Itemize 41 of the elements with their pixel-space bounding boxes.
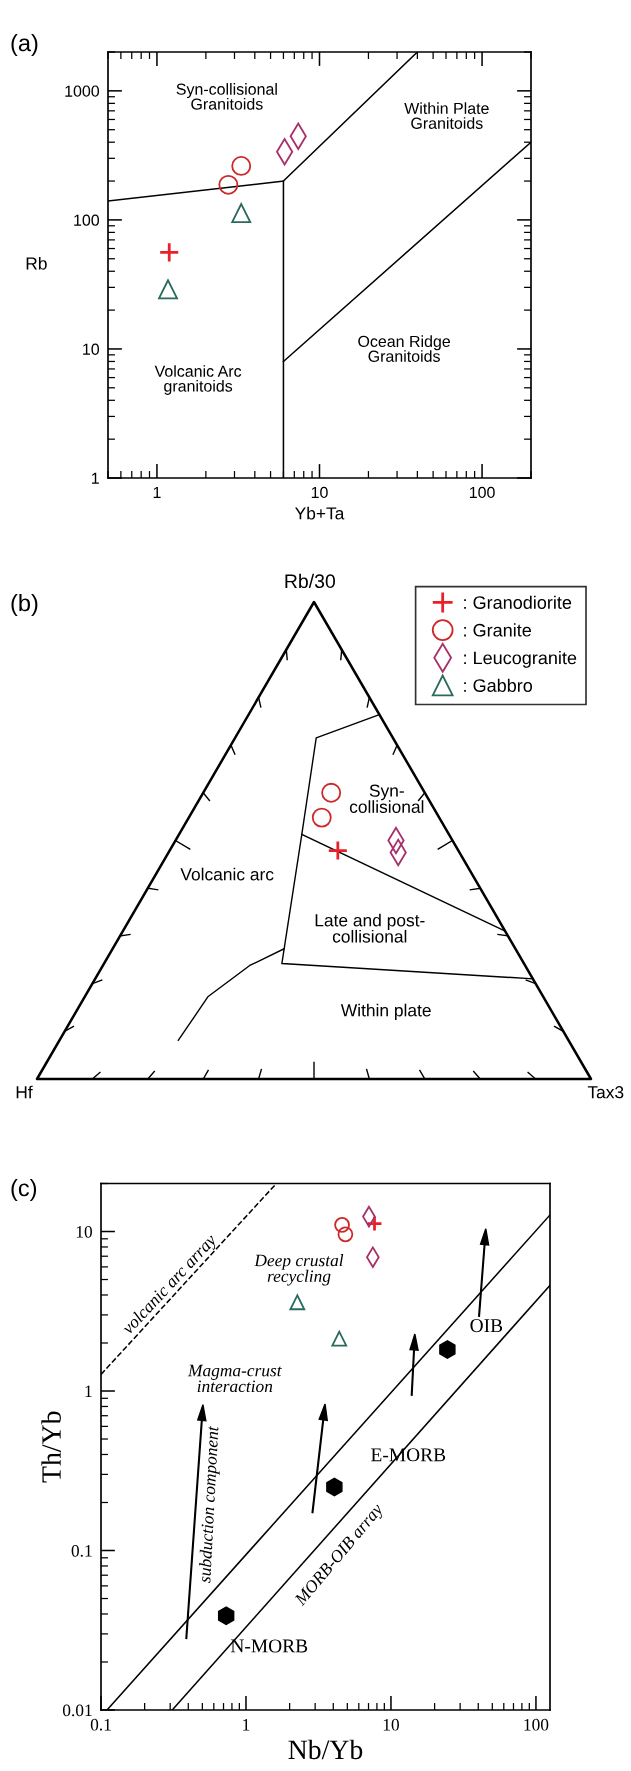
y-tick-label: 100 xyxy=(74,214,100,226)
y-tick-label: 0.1 xyxy=(71,1544,92,1557)
x-tick-label: 100 xyxy=(524,1718,549,1731)
annotation: Syn-collisional Granitoids xyxy=(176,83,277,110)
legend-label: : Granite xyxy=(464,623,531,637)
y-tick-label: 1 xyxy=(92,472,99,484)
text: Rb/30 xyxy=(285,573,336,589)
legend-label: : Leucogranite xyxy=(464,651,577,668)
annotation: Ocean Ridge Granitoids xyxy=(358,335,451,362)
y-tick-label: 0.01 xyxy=(62,1704,92,1717)
text: Late and post- collisional xyxy=(315,913,425,943)
x-tick-label: 100 xyxy=(469,486,495,499)
y-axis-title: Rb xyxy=(26,256,47,270)
y-tick-label: 10 xyxy=(76,1225,92,1238)
legend-label: : Granodiorite xyxy=(464,595,572,609)
legend-label: : Gabbro xyxy=(464,678,533,692)
annotation: Volcanic Arc granitoids xyxy=(154,365,242,395)
chart-title: (c) xyxy=(11,1178,37,1201)
annotation: Magma-crust interaction xyxy=(187,1364,282,1393)
x-tick-label: 10 xyxy=(311,486,328,499)
text: (b) xyxy=(11,593,38,616)
x-tick-label: 1 xyxy=(243,1718,250,1731)
text: Syn- collisional xyxy=(349,784,424,813)
annotation: Within Plate Granitoids xyxy=(404,102,489,129)
annotation: subduction component xyxy=(198,1425,223,1584)
text: Tax3 xyxy=(587,1086,624,1099)
annotation: OIB xyxy=(470,1319,503,1333)
y-tick-label: 10 xyxy=(83,343,100,355)
x-tick-label: 10 xyxy=(383,1718,399,1731)
x-axis-title: Nb/Yb xyxy=(288,1739,363,1760)
annotation: N-MORB xyxy=(230,1639,308,1653)
text: Volcanic arc xyxy=(180,867,274,881)
annotation: Deep crustal recycling xyxy=(254,1254,344,1286)
x-axis-title: Yb+Ta xyxy=(295,506,345,520)
x-tick-label: 1 xyxy=(153,486,161,498)
y-tick-label: 1000 xyxy=(65,85,100,97)
text: Hf xyxy=(16,1085,33,1099)
y-axis-title: Th/Yb xyxy=(41,1411,61,1483)
text: Within plate xyxy=(340,1003,431,1020)
y-tick-label: 1 xyxy=(85,1385,92,1398)
chart-title: (a) xyxy=(11,34,38,56)
